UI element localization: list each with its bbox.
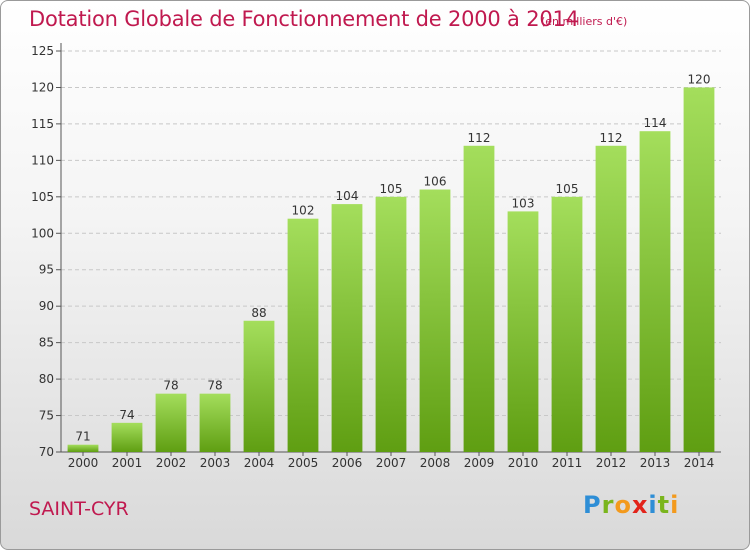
y-tick-label: 100: [31, 226, 54, 240]
data-label: 112: [468, 131, 491, 145]
data-label: 74: [119, 408, 134, 422]
logo-letter: t: [657, 491, 671, 519]
x-tick-label: 2007: [376, 456, 407, 470]
bar: [463, 145, 495, 453]
x-tick-label: 2006: [332, 456, 363, 470]
x-tick-label: 2000: [68, 456, 99, 470]
x-tick-label: 2008: [420, 456, 451, 470]
y-tick-label: 90: [39, 299, 54, 313]
data-label: 102: [292, 204, 315, 218]
data-label: 106: [424, 175, 447, 189]
y-tick-label: 110: [31, 153, 54, 167]
data-label: 88: [251, 306, 266, 320]
x-tick-label: 2011: [552, 456, 583, 470]
y-tick-label: 80: [39, 372, 54, 386]
logo-letter: o: [614, 491, 632, 519]
y-tick-label: 125: [31, 44, 54, 58]
proxiti-logo: Proxiti: [583, 491, 679, 519]
logo-letter: i: [670, 491, 680, 519]
bar: [331, 204, 363, 452]
data-label: 78: [163, 379, 178, 393]
y-tick-label: 115: [31, 117, 54, 131]
bar: [199, 393, 231, 452]
bar: [287, 218, 319, 452]
bar: [683, 87, 715, 453]
logo-letter: x: [631, 491, 649, 519]
bar: [155, 393, 187, 452]
bar: [419, 189, 451, 452]
bar: [507, 211, 539, 452]
x-tick-label: 2014: [684, 456, 715, 470]
bar: [111, 422, 143, 452]
bar: [243, 320, 275, 452]
data-label: 112: [600, 131, 623, 145]
y-tick-label: 120: [31, 80, 54, 94]
data-label: 104: [336, 189, 359, 203]
x-tick-label: 2010: [508, 456, 539, 470]
x-tick-label: 2004: [244, 456, 275, 470]
logo-letter: r: [601, 491, 615, 519]
y-tick-label: 75: [39, 409, 54, 423]
chart-title: Dotation Globale de Fonctionnement de 20…: [29, 7, 579, 31]
y-tick-label: 105: [31, 190, 54, 204]
chart-unit: (en milliers d'€): [541, 15, 628, 28]
x-tick-label: 2005: [288, 456, 319, 470]
data-label: 71: [75, 430, 90, 444]
bar: [639, 131, 671, 452]
x-tick-label: 2001: [112, 456, 143, 470]
x-tick-label: 2012: [596, 456, 627, 470]
bar: [375, 196, 407, 452]
y-tick-label: 70: [39, 445, 54, 459]
logo-letter: i: [648, 491, 658, 519]
data-label: 114: [644, 116, 667, 130]
y-tick-label: 95: [39, 263, 54, 277]
x-tick-label: 2013: [640, 456, 671, 470]
data-label: 103: [512, 196, 535, 210]
bar: [67, 444, 99, 452]
data-label: 105: [380, 182, 403, 196]
data-label: 78: [207, 379, 222, 393]
x-tick-label: 2003: [200, 456, 231, 470]
data-label: 105: [556, 182, 579, 196]
bar: [551, 196, 583, 452]
data-label: 120: [688, 72, 711, 86]
y-tick-label: 85: [39, 336, 54, 350]
x-tick-label: 2002: [156, 456, 187, 470]
commune-name: SAINT-CYR: [29, 498, 129, 520]
x-tick-label: 2009: [464, 456, 495, 470]
bar: [595, 145, 627, 453]
logo-letter: P: [583, 491, 602, 519]
